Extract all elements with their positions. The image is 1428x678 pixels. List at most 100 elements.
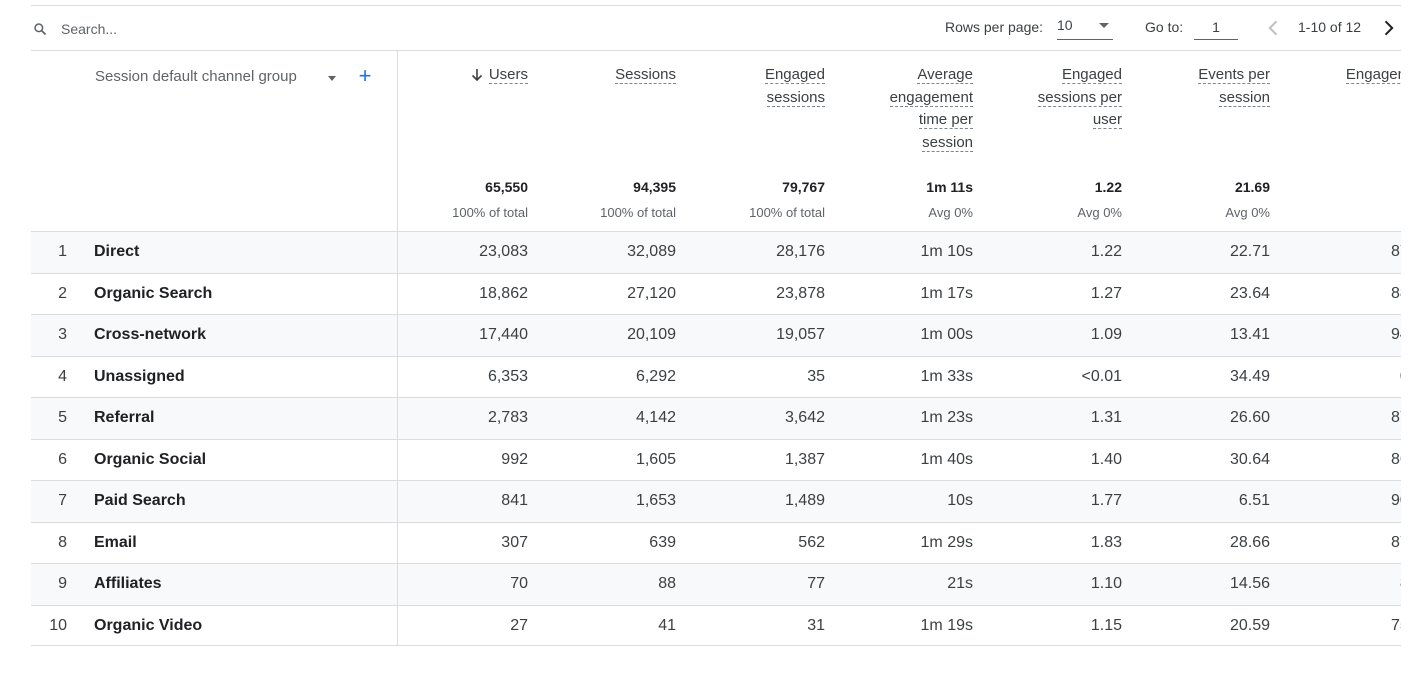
column-header-events_per_session[interactable]: Events per session [1110,64,1270,109]
cell-engagement_rate: 90.08 [1390,492,1401,509]
row-index: 7 [58,492,67,509]
row-index: 6 [58,450,67,468]
row-index: 3 [58,326,67,343]
cell-engagement_rate: 87.5 [1400,575,1401,593]
cell-engaged_sessions: 35 [807,367,825,385]
table-row[interactable]: 4 Unassigned 6,353 6,292 35 1m 33s <0.01 34.49 0… [31,355,1401,397]
column-total-avg_engagement_time: 1m 11s [926,179,973,195]
cell-avg_engagement_time: 1m 23s [920,409,973,426]
cell-engaged_sessions_per_user: 1.40 [1090,450,1122,468]
table-row[interactable]: 9 Affiliates 70 88 77 21s 1.10 14.56 87.5 [31,563,1401,605]
column-header-label: Users [488,66,528,84]
cell-engaged_sessions: 1,387 [784,450,825,468]
table-row[interactable]: 1 Direct 23,083 32,089 28,176 1m 10s 1.22 22.71… [31,231,1401,273]
channel-name[interactable]: Email [94,533,137,551]
cell-avg_engagement_time: 1m 10s [920,243,973,260]
cell-engaged_sessions_per_user: 1.77 [1090,492,1122,509]
cell-avg_engagement_time: 1m 19s [920,616,973,634]
add-dimension-icon[interactable]: + [358,63,372,88]
row-divider [397,315,398,356]
cell-users: 6,353 [487,367,528,385]
table-row[interactable]: 10 Organic Video 27 41 31 1m 19s 1.15 20.59 75.6… [31,604,1401,646]
column-header-label: engagement [889,88,973,107]
cell-engaged_sessions_per_user: 1.27 [1090,284,1122,302]
dimension-header[interactable]: Session default channel group [95,68,297,85]
cell-engaged_sessions_per_user: 1.83 [1090,533,1122,551]
cell-users: 18,862 [479,284,528,302]
row-index: 5 [58,409,67,426]
report-table-card: Rows per page: 10 Go to: 1-10 of 12 Sess… [31,0,1401,678]
cell-avg_engagement_time: 10s [947,492,973,509]
cell-engagement_rate: 88.05 [1390,284,1401,302]
top-divider [31,5,1401,6]
rows-per-page-label: Rows per page: [945,19,1044,35]
cell-engagement_rate: 87.95 [1390,533,1401,551]
cell-sessions: 27,120 [627,284,676,302]
cell-engagement_rate: 75.61 [1390,616,1401,634]
cell-engaged_sessions: 23,878 [776,284,825,302]
cell-users: 27 [510,616,528,634]
column-header-sessions[interactable]: Sessions [516,64,676,87]
cell-users: 2,783 [487,409,528,426]
cell-engaged_sessions: 19,057 [776,326,825,343]
channel-name[interactable]: Direct [94,243,140,260]
pagination-range: 1-10 of 12 [1298,19,1362,35]
table-row[interactable]: 5 Referral 2,783 4,142 3,642 1m 23s 1.31 26.60 8… [31,397,1401,439]
cell-events_per_session: 23.64 [1229,284,1270,302]
cell-engagement_rate: 94.77 [1390,326,1401,343]
table-row[interactable]: 8 Email 307 639 562 1m 29s 1.83 28.66 87.95 [31,521,1401,563]
cell-avg_engagement_time: 21s [947,575,973,592]
channel-name[interactable]: Organic Search [94,284,213,302]
cell-users: 70 [510,575,528,592]
cell-events_per_session: 22.71 [1229,243,1270,260]
cell-engaged_sessions: 1,489 [784,492,825,509]
column-header-users[interactable]: Users [368,64,528,87]
channel-name[interactable]: Referral [94,409,155,426]
search-input[interactable] [61,18,461,40]
column-header-engaged_sessions_per_user[interactable]: Engaged sessions per user [962,64,1122,132]
table-row[interactable]: 6 Organic Social 992 1,605 1,387 1m 40s 1.40 30… [31,438,1401,480]
channel-name[interactable]: Organic Social [94,450,207,468]
channel-name[interactable]: Unassigned [94,367,185,385]
row-index: 2 [58,284,67,302]
column-header-label: session [1219,88,1270,107]
cell-engagement_rate: 87.93 [1390,409,1401,426]
sort-descending-icon [471,69,482,82]
table-row[interactable]: 3 Cross-network 17,440 20,109 19,057 1m 00s 1.… [31,314,1401,356]
channel-name[interactable]: Cross-network [94,326,207,343]
column-header-label: Sessions [615,66,676,84]
cell-engaged_sessions: 562 [798,533,825,551]
row-divider [397,605,398,645]
table-row[interactable]: 7 Paid Search 841 1,653 1,489 10s 1.77 6.51 90.0… [31,480,1401,522]
column-total-users: 65,550 [485,179,528,195]
dimension-dropdown-icon[interactable] [328,76,336,81]
column-total-engaged_sessions_per_user: 1.22 [1094,179,1122,195]
goto-page-input[interactable] [1194,15,1238,40]
rows-per-page-select[interactable]: 10 [1057,15,1113,40]
column-header-engagement_rate[interactable]: Engagementrate [1271,64,1401,109]
cell-sessions: 32,089 [627,243,676,260]
cell-avg_engagement_time: 1m 17s [920,284,973,302]
cell-engaged_sessions: 31 [807,616,825,634]
table-toolbar: Rows per page: 10 Go to: 1-10 of 12 [31,6,1401,51]
table-row[interactable]: 2 Organic Search 18,862 27,120 23,878 1m 17s 1… [31,272,1401,314]
column-header-avg_engagement_time[interactable]: Average engagement time per session [813,64,973,154]
row-index: 8 [58,533,67,551]
channel-name[interactable]: Organic Video [94,616,203,634]
cell-avg_engagement_time: 1m 33s [920,367,973,385]
previous-page-icon[interactable] [1264,18,1284,38]
column-header-label: time per [918,111,973,129]
channel-name[interactable]: Paid Search [94,492,186,509]
cell-events_per_session: 14.56 [1229,575,1270,592]
column-header-engaged_sessions[interactable]: Engaged sessions [665,64,825,109]
cell-sessions: 6,292 [635,367,676,385]
cell-events_per_session: 34.49 [1229,367,1270,385]
channel-name[interactable]: Affiliates [94,575,162,592]
next-page-icon[interactable] [1378,18,1398,38]
column-total-sessions: 94,395 [633,179,676,195]
column-header-label: session [922,133,973,152]
row-index: 4 [58,367,67,385]
row-index: 10 [49,616,67,634]
cell-engaged_sessions_per_user: 1.09 [1090,326,1122,343]
cell-events_per_session: 13.41 [1229,326,1270,343]
